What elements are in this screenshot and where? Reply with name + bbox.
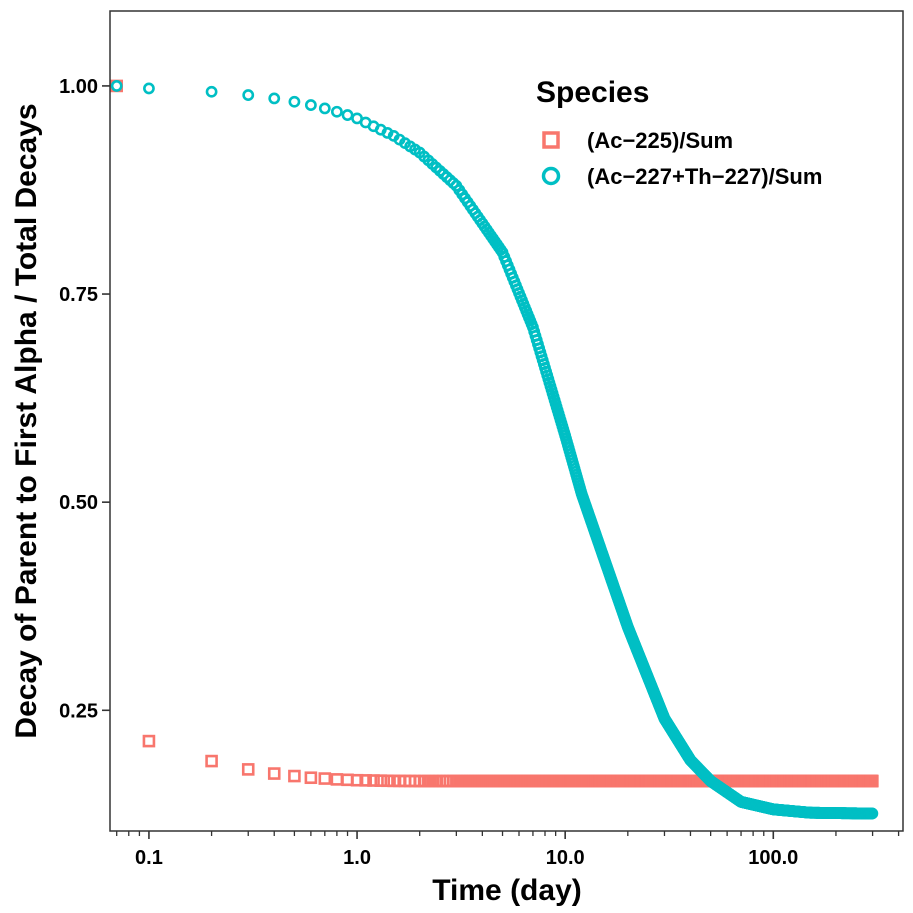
data-point-circle <box>242 89 255 101</box>
y-tick-label: 1.00 <box>59 76 98 98</box>
data-point-circle <box>381 126 394 139</box>
panel-background <box>110 11 903 831</box>
legend-key-circle <box>541 166 561 186</box>
series-2 <box>110 80 879 820</box>
legend-label-series-1: (Ac−225)/Sum <box>587 128 733 153</box>
data-point-circle <box>866 807 879 820</box>
x-axis-ticks: 0.1 1.0 10.0 100.0 <box>116 831 900 869</box>
x-axis-title: Time (day) <box>432 874 582 907</box>
data-point-square <box>866 774 879 788</box>
series-1 <box>110 79 879 788</box>
data-point-circle <box>143 82 155 95</box>
legend-title: Species <box>536 76 649 109</box>
y-tick-label: 0.25 <box>59 700 98 722</box>
data-point-square <box>374 774 388 787</box>
x-tick-label: 1.0 <box>343 847 371 869</box>
legend-label-series-2: (Ac−227+Th−227)/Sum <box>587 164 822 189</box>
plot-points <box>110 79 879 820</box>
data-point-circle <box>330 105 343 118</box>
data-point-circle <box>341 109 354 121</box>
data-point-circle <box>205 85 218 98</box>
data-point-square <box>205 754 218 768</box>
data-point-circle <box>268 92 281 105</box>
y-axis-ticks: 0.25 0.50 0.75 1.00 <box>59 76 110 722</box>
x-tick-label: 10.0 <box>546 847 585 869</box>
y-axis-title: Decay of Parent to First Alpha / Total D… <box>10 103 43 738</box>
data-point-square <box>367 774 380 787</box>
x-tick-label: 0.1 <box>135 847 163 869</box>
data-point-square <box>304 771 318 785</box>
y-tick-label: 0.50 <box>59 492 98 514</box>
y-tick-label: 0.75 <box>59 284 98 306</box>
data-point-square <box>241 763 255 776</box>
data-point-circle <box>304 99 317 111</box>
data-point-circle <box>288 95 301 108</box>
data-point-square <box>350 773 364 787</box>
data-point-square <box>142 734 156 748</box>
data-point-square <box>267 767 281 780</box>
legend-key-square <box>542 131 560 149</box>
x-tick-label: 100.0 <box>748 847 798 869</box>
legend: Species (Ac−225)/Sum (Ac−227+Th−227)/Sum <box>536 76 822 189</box>
data-point-square <box>318 772 332 785</box>
data-point-circle <box>318 102 331 115</box>
data-point-square <box>359 774 372 787</box>
data-point-square <box>288 769 301 783</box>
panel-border <box>109 10 904 832</box>
data-point-circle <box>110 80 123 92</box>
